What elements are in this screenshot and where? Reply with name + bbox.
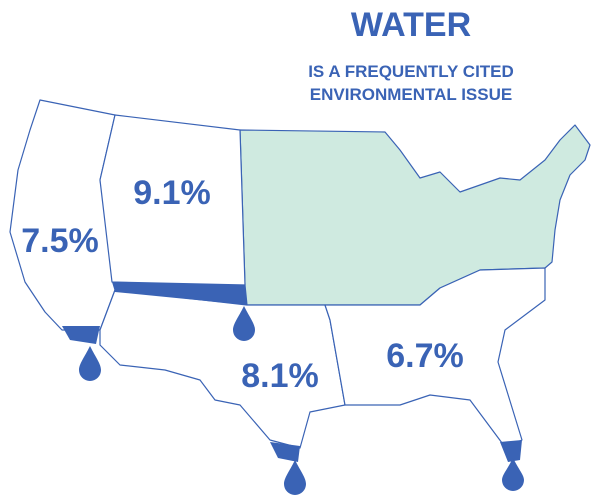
water-drop [284,460,306,495]
water-drop [79,346,101,381]
california-tip [62,326,100,344]
florida-tip [500,440,522,462]
dark-band [112,282,247,305]
water-drop [502,458,524,491]
texas-tip [270,442,300,462]
region-label: 7.5% [21,222,99,260]
west-coast-region [9,99,119,331]
water-drop [233,306,255,341]
title: WATER [351,6,471,44]
subtitle-line: ENVIRONMENTAL ISSUE [310,85,512,104]
region-label: 6.7% [386,337,464,375]
subtitle-line: IS A FREQUENTLY CITED [308,62,514,81]
region-label: 9.1% [133,174,211,212]
southeast-region [324,267,546,448]
region-label: 8.1% [241,357,319,395]
